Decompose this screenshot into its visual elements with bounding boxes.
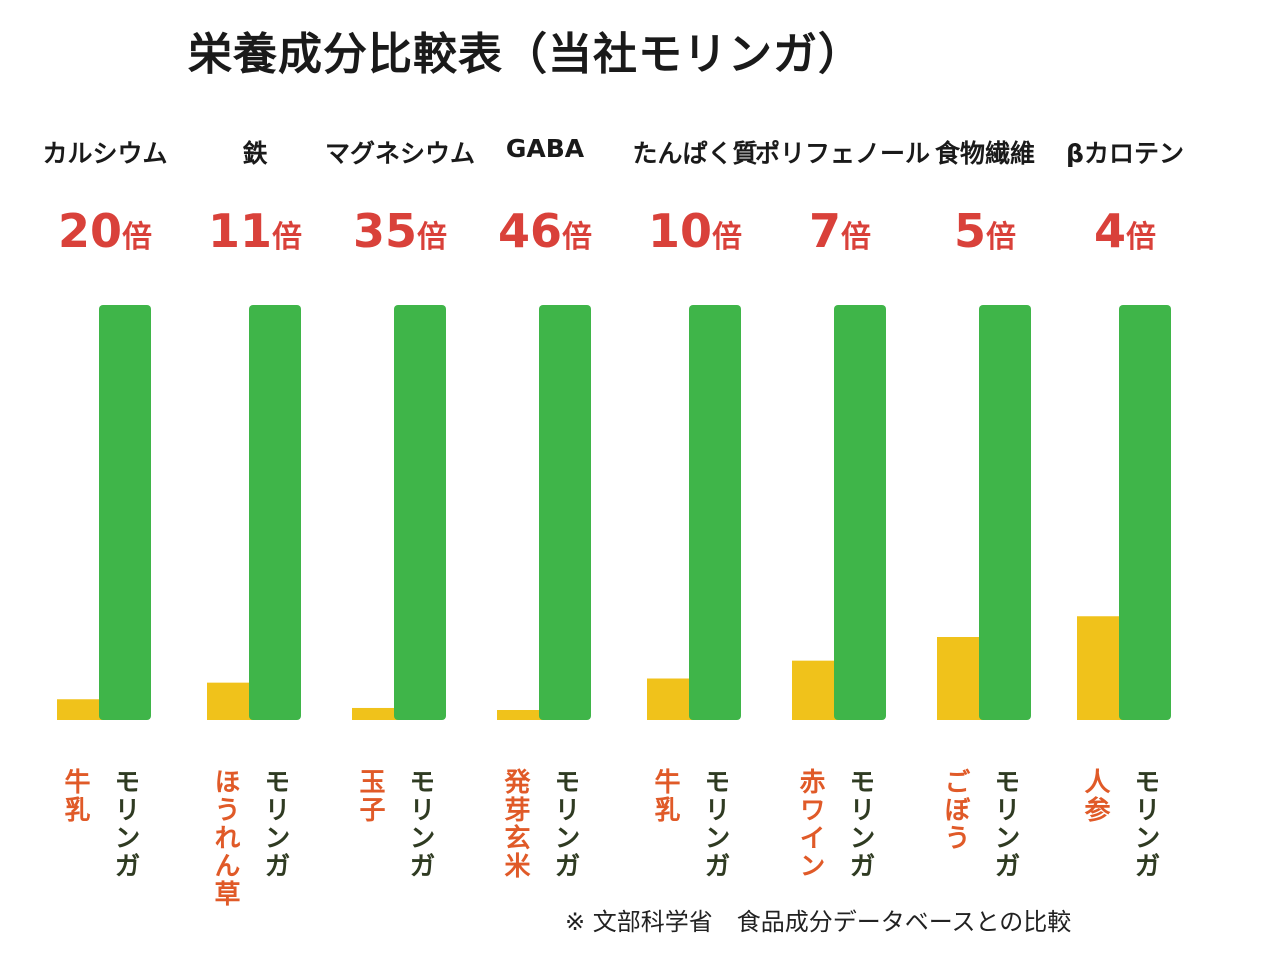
comparison-bar [352,707,398,720]
nutrient-label: ポリフェノール [755,139,931,168]
ratio-unit: 倍 [712,220,742,255]
ratio-label: 35倍 [320,204,480,258]
ratio-value: 35 [352,204,417,258]
ratio-label: 46倍 [465,204,625,258]
ratio-value: 10 [647,204,712,258]
comparison-bar [497,710,543,720]
comparison-bar [1077,616,1123,720]
ratio-value: 7 [808,204,841,258]
moringa-bar [1119,305,1171,720]
moringa-bar [689,305,741,720]
ratio-unit: 倍 [1126,220,1156,255]
ratio-label: 10倍 [615,204,775,258]
source-note: ※ 文部科学省 食品成分データベースとの比較 [565,908,1072,936]
ratio-value: 46 [497,204,562,258]
nutrient-label: マグネシウム [324,139,475,168]
ratio-unit: 倍 [272,220,302,255]
ratio-label: 11倍 [175,204,335,258]
moringa-bar [539,305,591,720]
nutrient-label: たんぱく質 [632,139,758,168]
moringa-label: モリンガ [845,768,875,880]
comparison-food-label: ごぼう [940,768,970,852]
moringa-label: モリンガ [260,768,290,880]
comparison-food-label: ほうれん草 [210,768,240,908]
moringa-label: モリンガ [1130,768,1160,880]
moringa-label: モリンガ [990,768,1020,880]
ratio-label: 5倍 [905,204,1065,258]
moringa-bar [99,305,151,720]
ratio-value: 5 [953,204,986,258]
comparison-food-label: 発芽玄米 [500,768,530,880]
ratio-unit: 倍 [986,220,1016,255]
ratio-unit: 倍 [417,220,447,255]
comparison-bar [647,678,693,720]
ratio-label: 7倍 [760,204,920,258]
moringa-bar [249,305,301,720]
chart-title: 栄養成分比較表（当社モリンガ） [188,29,863,80]
moringa-bar [979,305,1031,720]
nutrient-label: GABA [505,134,585,163]
moringa-label: モリンガ [405,768,435,880]
comparison-bar [792,660,838,720]
nutrient-label: 食物繊維 [934,139,1035,168]
ratio-unit: 倍 [841,220,871,255]
ratio-label: 20倍 [25,204,185,258]
comparison-food-label: 牛乳 [650,768,680,824]
ratio-unit: 倍 [562,220,592,255]
moringa-label: モリンガ [550,768,580,880]
comparison-bar [937,637,983,720]
ratio-value: 11 [207,204,272,258]
comparison-food-label: 人参 [1080,768,1110,824]
nutrient-label: 鉄 [242,139,268,168]
moringa-bar [394,305,446,720]
moringa-label: モリンガ [110,768,140,880]
comparison-bar [207,682,253,720]
ratio-value: 20 [57,204,122,258]
comparison-food-label: 赤ワイン [795,768,825,880]
moringa-bar [834,305,886,720]
comparison-food-label: 牛乳 [60,768,90,824]
ratio-label: 4倍 [1045,204,1205,258]
ratio-unit: 倍 [122,220,152,255]
nutrient-label: カルシウム [42,139,168,168]
nutrient-label: βカロテン [1066,139,1184,168]
comparison-bar [57,699,103,720]
comparison-food-label: 玉子 [355,768,385,824]
ratio-value: 4 [1093,204,1126,258]
moringa-label: モリンガ [700,768,730,880]
